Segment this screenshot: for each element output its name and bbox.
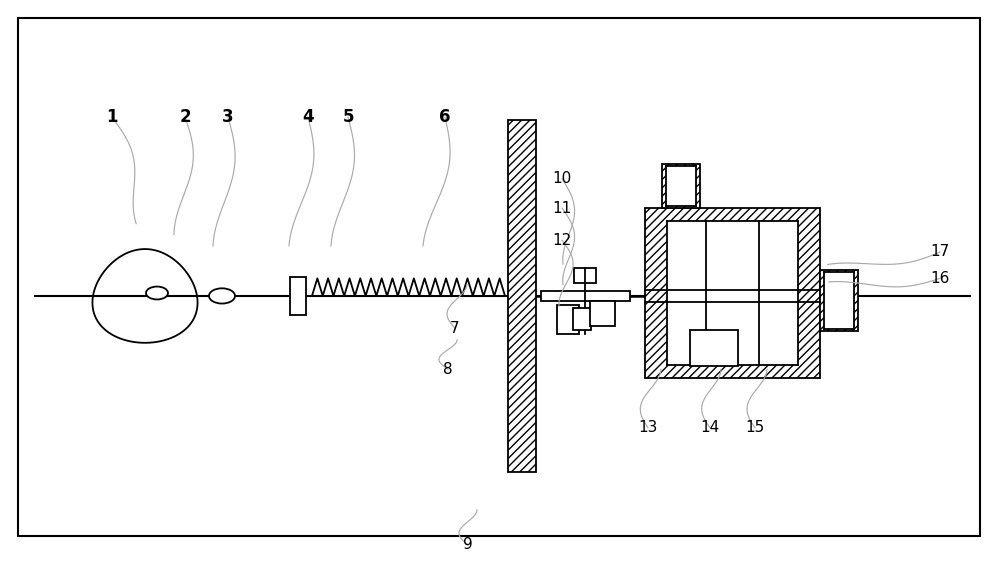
Text: 5: 5 bbox=[342, 108, 354, 126]
Circle shape bbox=[209, 288, 235, 304]
Bar bbox=[645, 208, 820, 378]
Circle shape bbox=[146, 287, 168, 299]
Text: 10: 10 bbox=[552, 171, 572, 186]
Bar bbox=[18, 18, 980, 536]
Text: 4: 4 bbox=[302, 108, 314, 126]
Text: 15: 15 bbox=[745, 420, 765, 435]
Text: 1: 1 bbox=[106, 108, 118, 126]
Bar bbox=[590, 301, 615, 326]
Text: 16: 16 bbox=[930, 271, 950, 286]
Bar bbox=[690, 330, 738, 366]
Text: 14: 14 bbox=[700, 420, 720, 435]
Bar bbox=[666, 166, 696, 206]
Bar bbox=[557, 305, 579, 334]
Text: 9: 9 bbox=[463, 537, 473, 553]
Bar bbox=[574, 268, 596, 283]
Bar bbox=[667, 221, 798, 365]
Text: 8: 8 bbox=[443, 362, 453, 377]
Bar bbox=[290, 277, 306, 315]
Text: 6: 6 bbox=[439, 108, 451, 126]
Bar bbox=[662, 164, 700, 208]
Text: 2: 2 bbox=[179, 108, 191, 126]
Bar bbox=[541, 291, 630, 301]
Bar bbox=[508, 120, 536, 472]
Text: 17: 17 bbox=[930, 244, 950, 260]
Text: 7: 7 bbox=[450, 321, 460, 336]
Bar bbox=[824, 272, 854, 329]
Text: 12: 12 bbox=[552, 233, 572, 248]
Text: 13: 13 bbox=[638, 420, 658, 435]
Bar bbox=[573, 308, 591, 330]
Text: 11: 11 bbox=[552, 200, 572, 216]
Text: 3: 3 bbox=[222, 108, 234, 126]
Bar bbox=[820, 270, 858, 331]
